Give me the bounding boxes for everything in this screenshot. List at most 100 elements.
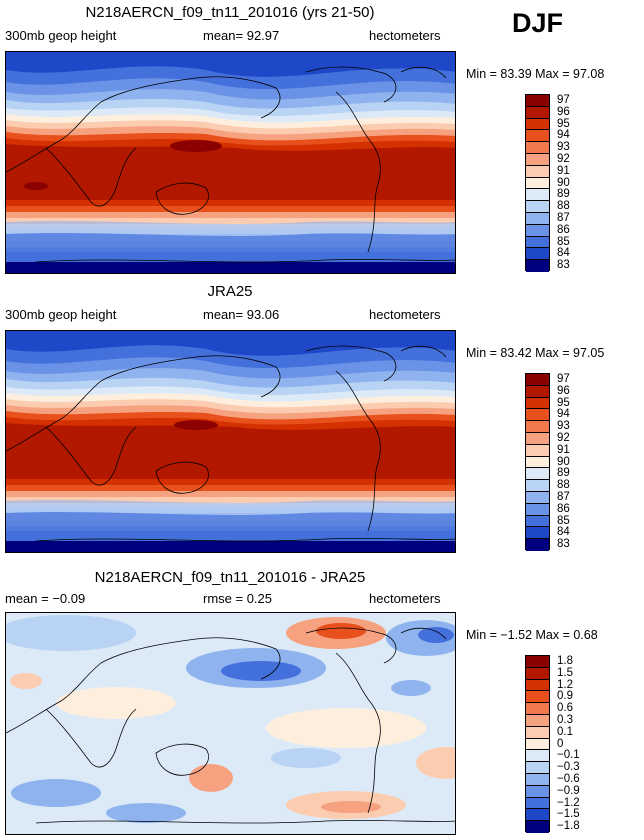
colorbar-swatch [526,248,549,261]
colorbar-label: 96 [557,384,570,397]
colorbar-label: 88 [557,200,570,213]
colorbar-label: 86 [557,502,570,515]
colorbar-label: 96 [557,105,570,118]
colorbar-swatch [526,106,549,119]
panel-2-map [5,330,456,553]
colorbar-label: 97 [557,372,570,385]
colorbar-swatch [526,95,549,107]
colorbar-label: 1.2 [557,678,573,691]
colorbar-label: 92 [557,431,570,444]
colorbar-label: 91 [557,164,570,177]
colorbar-label: −0.6 [557,772,580,785]
panel-3-colorbar [525,655,550,833]
colorbar-swatch [526,503,549,516]
colorbar-swatch [526,130,549,143]
colorbar-swatch [526,667,549,680]
panel-3-units: hectometers [369,591,441,606]
colorbar-swatch [526,456,549,469]
colorbar-label: 83 [557,259,570,272]
colorbar-label: 87 [557,211,570,224]
colorbar-swatch [526,236,549,249]
colorbar-label: 94 [557,408,570,421]
colorbar-swatch [526,703,549,715]
colorbar-label: −1.5 [557,808,580,821]
panel-1-map [5,51,456,274]
colorbar-label: −1.8 [557,820,580,833]
colorbar-swatch [526,409,549,422]
colorbar-swatch [526,797,549,810]
colorbar-swatch [526,118,549,131]
panel-1-field [6,52,455,273]
colorbar-label: 87 [557,490,570,503]
colorbar-label: 89 [557,188,570,201]
colorbar-swatch [526,142,549,154]
colorbar-label: 1.8 [557,654,573,667]
panel-1-units: hectometers [369,28,441,43]
colorbar-swatch [526,762,549,774]
colorbar-swatch [526,539,549,551]
colorbar-swatch [526,714,549,727]
colorbar-swatch [526,527,549,540]
colorbar-label: −0.1 [557,749,580,762]
colorbar-swatch [526,374,549,386]
colorbar-swatch [526,480,549,492]
colorbar-swatch [526,397,549,410]
colorbar-swatch [526,201,549,213]
colorbar-label: 89 [557,467,570,480]
colorbar-label: 84 [557,247,570,260]
colorbar-swatch [526,809,549,822]
colorbar-swatch [526,224,549,237]
colorbar-label: 94 [557,129,570,142]
colorbar-swatch [526,738,549,751]
colorbar-label: 90 [557,176,570,189]
colorbar-swatch [526,260,549,272]
colorbar-label: 0.3 [557,713,573,726]
colorbar-swatch [526,785,549,798]
panel-2-colorbar [525,373,550,551]
colorbar-label: 90 [557,455,570,468]
colorbar-label: −0.9 [557,784,580,797]
colorbar-label: 92 [557,152,570,165]
panel-2-mean: mean= 93.06 [203,307,280,322]
colorbar-swatch [526,726,549,739]
colorbar-swatch [526,421,549,433]
colorbar-swatch [526,679,549,692]
colorbar-label: 93 [557,141,570,154]
panel-1-variable: 300mb geop height [5,28,117,43]
panel-2-units: hectometers [369,307,441,322]
colorbar-swatch [526,177,549,190]
colorbar-label: 0.1 [557,725,573,738]
colorbar-swatch [526,385,549,398]
colorbar-swatch [526,691,549,704]
colorbar-label: 84 [557,526,570,539]
colorbar-swatch [526,432,549,445]
colorbar-swatch [526,444,549,457]
colorbar-swatch [526,153,549,166]
colorbar-label: 91 [557,443,570,456]
colorbar-swatch [526,656,549,668]
colorbar-label: 93 [557,420,570,433]
colorbar-label: 86 [557,223,570,236]
colorbar-swatch [526,189,549,202]
colorbar-label: 0.9 [557,690,573,703]
colorbar-swatch [526,468,549,481]
panel-2-field [6,331,455,552]
panel-1-colorbar [525,94,550,272]
colorbar-label: 1.5 [557,666,573,679]
colorbar-label: 85 [557,235,570,248]
colorbar-label: 83 [557,538,570,551]
panel-3-minmax: Min = −1.52 Max = 0.68 [466,628,598,642]
colorbar-swatch [526,750,549,763]
panel-2-variable: 300mb geop height [5,307,117,322]
panel-1-title: N218AERCN_f09_tn11_201016 (yrs 21-50) [85,4,375,21]
colorbar-label: 95 [557,396,570,409]
panel-3-rmse: rmse = 0.25 [203,591,273,606]
colorbar-label: 95 [557,117,570,130]
panel-3-map [5,612,456,835]
panel-3-title: N218AERCN_f09_tn11_201016 - JRA25 [94,569,366,586]
panel-3-field [6,613,455,834]
colorbar-label: 0 [557,737,564,750]
colorbar-swatch [526,165,549,178]
panel-3-mean: mean = −0.09 [5,591,86,606]
colorbar-swatch [526,773,549,786]
